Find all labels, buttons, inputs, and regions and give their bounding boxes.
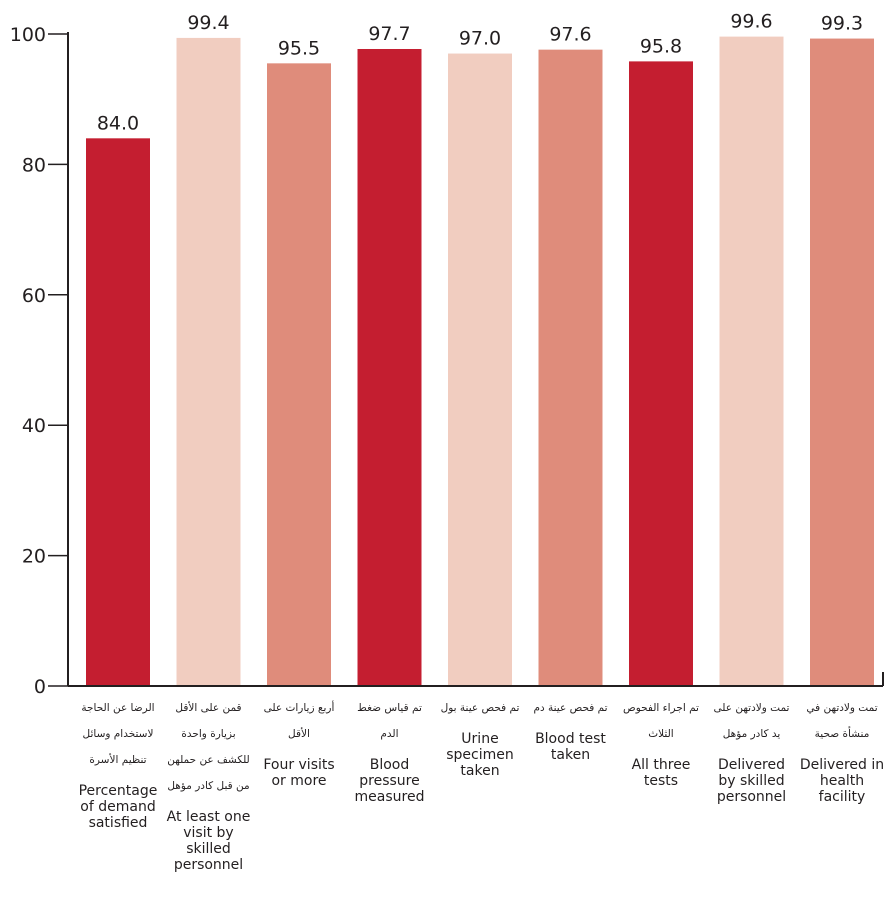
bar	[719, 36, 784, 686]
x-tick-label-arabic: تمت ولادتهن على يد كادر مؤهل	[713, 702, 790, 740]
bar	[267, 63, 331, 686]
x-tick-label-english: Percentage of demand satisfied	[78, 783, 158, 831]
x-tick-label-english: At least one visit by skilled personnel	[166, 809, 251, 873]
x-tick-label-english: Four visits or more	[263, 757, 335, 789]
data-label: 97.6	[549, 24, 591, 46]
bar	[810, 38, 874, 686]
x-tick-label: قمن على الأقل بزيارة واحدة للكشف عن حمله…	[166, 695, 252, 873]
bar	[448, 53, 512, 687]
x-tick-label-english: Blood test taken	[535, 731, 606, 763]
y-tick-label: 80	[22, 154, 46, 176]
bar	[357, 48, 422, 687]
x-tick-label-arabic: تمت ولادتهن في منشأة صحية	[806, 702, 878, 740]
x-tick-label-english: Delivered in health facility	[799, 757, 885, 805]
x-tick-label: تمت ولادتهن في منشأة صحية Delivered in he…	[799, 695, 885, 805]
x-tick-label: تمت ولادتهن على يد كادر مؤهل Delivered by…	[709, 695, 795, 805]
x-tick-label: تم اجراء الفحوص الثلاث All three tests	[618, 695, 704, 789]
x-tick-label-arabic: الرضا عن الحاجة لاستخدام وسائل تنظيم الأ…	[81, 702, 155, 766]
data-label: 95.8	[640, 35, 682, 57]
x-tick-label-arabic: تم قياس ضغط الدم	[357, 702, 422, 740]
y-tick-label: 20	[22, 546, 46, 568]
data-label: 84.0	[97, 112, 139, 134]
x-tick-label-arabic: قمن على الأقل بزيارة واحدة للكشف عن حمله…	[167, 702, 250, 792]
x-tick-label-english: Urine specimen taken	[446, 731, 514, 779]
x-tick-label-arabic: تم فحص عينة بول	[440, 702, 520, 714]
data-label: 97.7	[368, 23, 410, 45]
x-tick-label-english: Blood pressure measured	[354, 757, 425, 805]
y-tick-label: 40	[22, 415, 46, 437]
x-tick-label: الرضا عن الحاجة لاستخدام وسائل تنظيم الأ…	[75, 695, 161, 831]
x-tick-label-english: Delivered by skilled personnel	[716, 757, 787, 805]
y-tick-label: 100	[10, 24, 46, 46]
x-tick-label: تم قياس ضغط الدم Blood pressure measured	[347, 695, 433, 805]
bar	[86, 138, 150, 686]
x-tick-label-english: All three tests	[631, 757, 691, 789]
y-tick-label: 60	[22, 285, 46, 307]
data-label: 99.6	[730, 11, 772, 33]
x-tick-label-arabic: تم فحص عينة دم	[533, 702, 608, 714]
data-label: 99.3	[821, 13, 863, 35]
bar	[538, 49, 603, 686]
y-tick-label: 0	[34, 676, 46, 698]
data-label: 97.0	[459, 28, 501, 50]
x-tick-label: تم فحص عينة دم Blood test taken	[528, 695, 614, 763]
x-tick-label: تم فحص عينة بول Urine specimen taken	[437, 695, 523, 779]
x-tick-label-arabic: تم اجراء الفحوص الثلاث	[623, 702, 699, 740]
data-label: 95.5	[278, 37, 320, 59]
data-label: 99.4	[187, 12, 229, 34]
bar	[176, 37, 241, 687]
bar	[629, 61, 693, 687]
x-tick-label: أربع زيارات على الأقل Four visits or more	[256, 695, 342, 789]
x-tick-label-arabic: أربع زيارات على الأقل	[263, 702, 335, 740]
